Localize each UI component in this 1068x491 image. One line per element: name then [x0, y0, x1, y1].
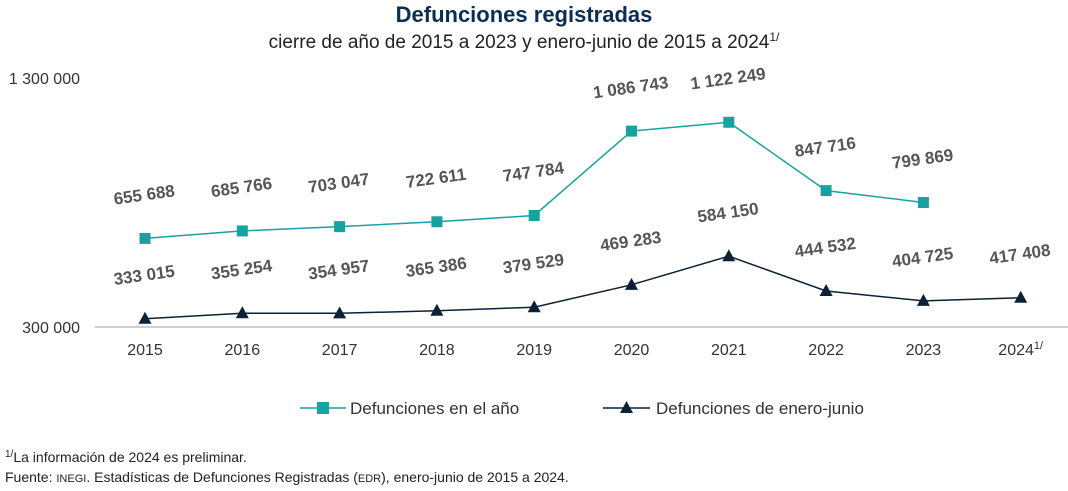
marker-square — [139, 232, 151, 244]
legend: Defunciones en el año Defunciones de ene… — [300, 399, 864, 418]
x-tick-label: 2020 — [614, 342, 650, 359]
chart-subtitle: cierre de año de 2015 a 2023 y enero-jun… — [269, 30, 780, 53]
source-prefix: Fuente: — [5, 469, 56, 485]
data-label: 355 254 — [210, 256, 274, 283]
x-tick-label: 2021 — [711, 342, 747, 359]
marker-triangle — [819, 284, 833, 297]
source-mid: . Estadísticas de Defunciones Registrada… — [86, 469, 358, 485]
marker-triangle — [430, 303, 444, 316]
data-label: 354 957 — [307, 256, 370, 283]
y-tick-label: 1 300 000 — [9, 71, 80, 88]
marker-triangle — [333, 306, 347, 319]
marker-triangle — [138, 311, 152, 324]
footnote-source: Fuente: INEGI. Estadísticas de Defuncion… — [5, 469, 569, 485]
footnote-sup: 1/ — [5, 449, 14, 460]
marker-square — [236, 225, 248, 237]
data-label: 1 086 743 — [592, 73, 670, 102]
marker-square — [431, 216, 443, 228]
x-tick-label: 20241/ — [998, 340, 1044, 359]
x-tick-label: 2023 — [906, 342, 942, 359]
series-layer — [138, 116, 1028, 324]
x-axis: 2015 2016 2017 2018 2019 2020 2021 2022 2023 2024… — [127, 340, 1044, 359]
marker-square — [626, 125, 637, 137]
chart-title: Defunciones registradas — [396, 2, 653, 27]
y-tick-label: 300 000 — [22, 320, 80, 337]
legend-annual-label: Defunciones en el año — [350, 399, 519, 418]
data-label: 417 408 — [988, 241, 1051, 268]
marker-square — [917, 197, 929, 209]
chart-subtitle-sup: 1/ — [769, 30, 780, 44]
legend-item-annual: Defunciones en el año — [300, 399, 519, 418]
data-label: 1 122 249 — [689, 64, 767, 93]
data-label: 747 784 — [502, 158, 566, 185]
source-inegi: INEGI — [56, 473, 86, 485]
data-label: 379 529 — [502, 250, 565, 277]
marker-triangle — [722, 249, 736, 262]
x-tick-label: 2018 — [419, 342, 455, 359]
x-tick-label: 2022 — [808, 342, 844, 359]
data-label: 444 532 — [794, 234, 857, 261]
source-end: ), enero-junio de 2015 a 2024. — [381, 469, 569, 485]
marker-triangle — [527, 300, 541, 313]
data-label: 722 611 — [405, 165, 468, 192]
legend-annual-square-icon — [317, 402, 329, 414]
source-edr: EDR — [358, 473, 381, 485]
chart-subtitle-text: cierre de año de 2015 a 2023 y enero-jun… — [269, 32, 770, 53]
data-label: 847 716 — [794, 133, 857, 160]
marker-square — [334, 221, 346, 233]
footnote-preliminary: 1/La información de 2024 es preliminar. — [5, 449, 247, 465]
series-line-2 — [144, 255, 1021, 320]
x-tick-label: 2019 — [516, 342, 552, 359]
marker-square — [528, 210, 540, 222]
data-label: 655 688 — [112, 181, 175, 208]
marker-triangle — [1014, 290, 1028, 303]
data-label: 404 725 — [891, 244, 954, 271]
marker-triangle — [235, 306, 249, 319]
data-labels: 655 688 685 766 703 047 722 611 747 784 1 086… — [112, 64, 1051, 289]
data-label: 685 766 — [210, 174, 273, 201]
x-tick-label: 2015 — [127, 342, 163, 359]
data-label: 799 869 — [891, 145, 954, 172]
data-label: 584 150 — [696, 199, 759, 226]
data-label: 333 015 — [112, 262, 175, 289]
footnote-text: La información de 2024 es preliminar. — [13, 449, 246, 465]
marker-square — [723, 116, 735, 128]
x-tick-label: 2017 — [322, 342, 358, 359]
legend-semester-label: Defunciones de enero-junio — [656, 399, 864, 418]
legend-item-semester: Defunciones de enero-junio — [603, 399, 864, 418]
data-label: 365 386 — [404, 254, 467, 281]
y-axis: 1 300 000 300 000 — [9, 71, 80, 337]
marker-square — [820, 185, 832, 197]
marker-triangle — [625, 277, 638, 290]
data-label: 469 283 — [599, 228, 662, 255]
legend-semester-triangle-icon — [620, 401, 633, 413]
data-label: 703 047 — [307, 170, 370, 197]
x-tick-sup: 1/ — [1034, 340, 1044, 352]
marker-triangle — [916, 293, 930, 306]
x-tick-label: 2016 — [225, 342, 261, 359]
